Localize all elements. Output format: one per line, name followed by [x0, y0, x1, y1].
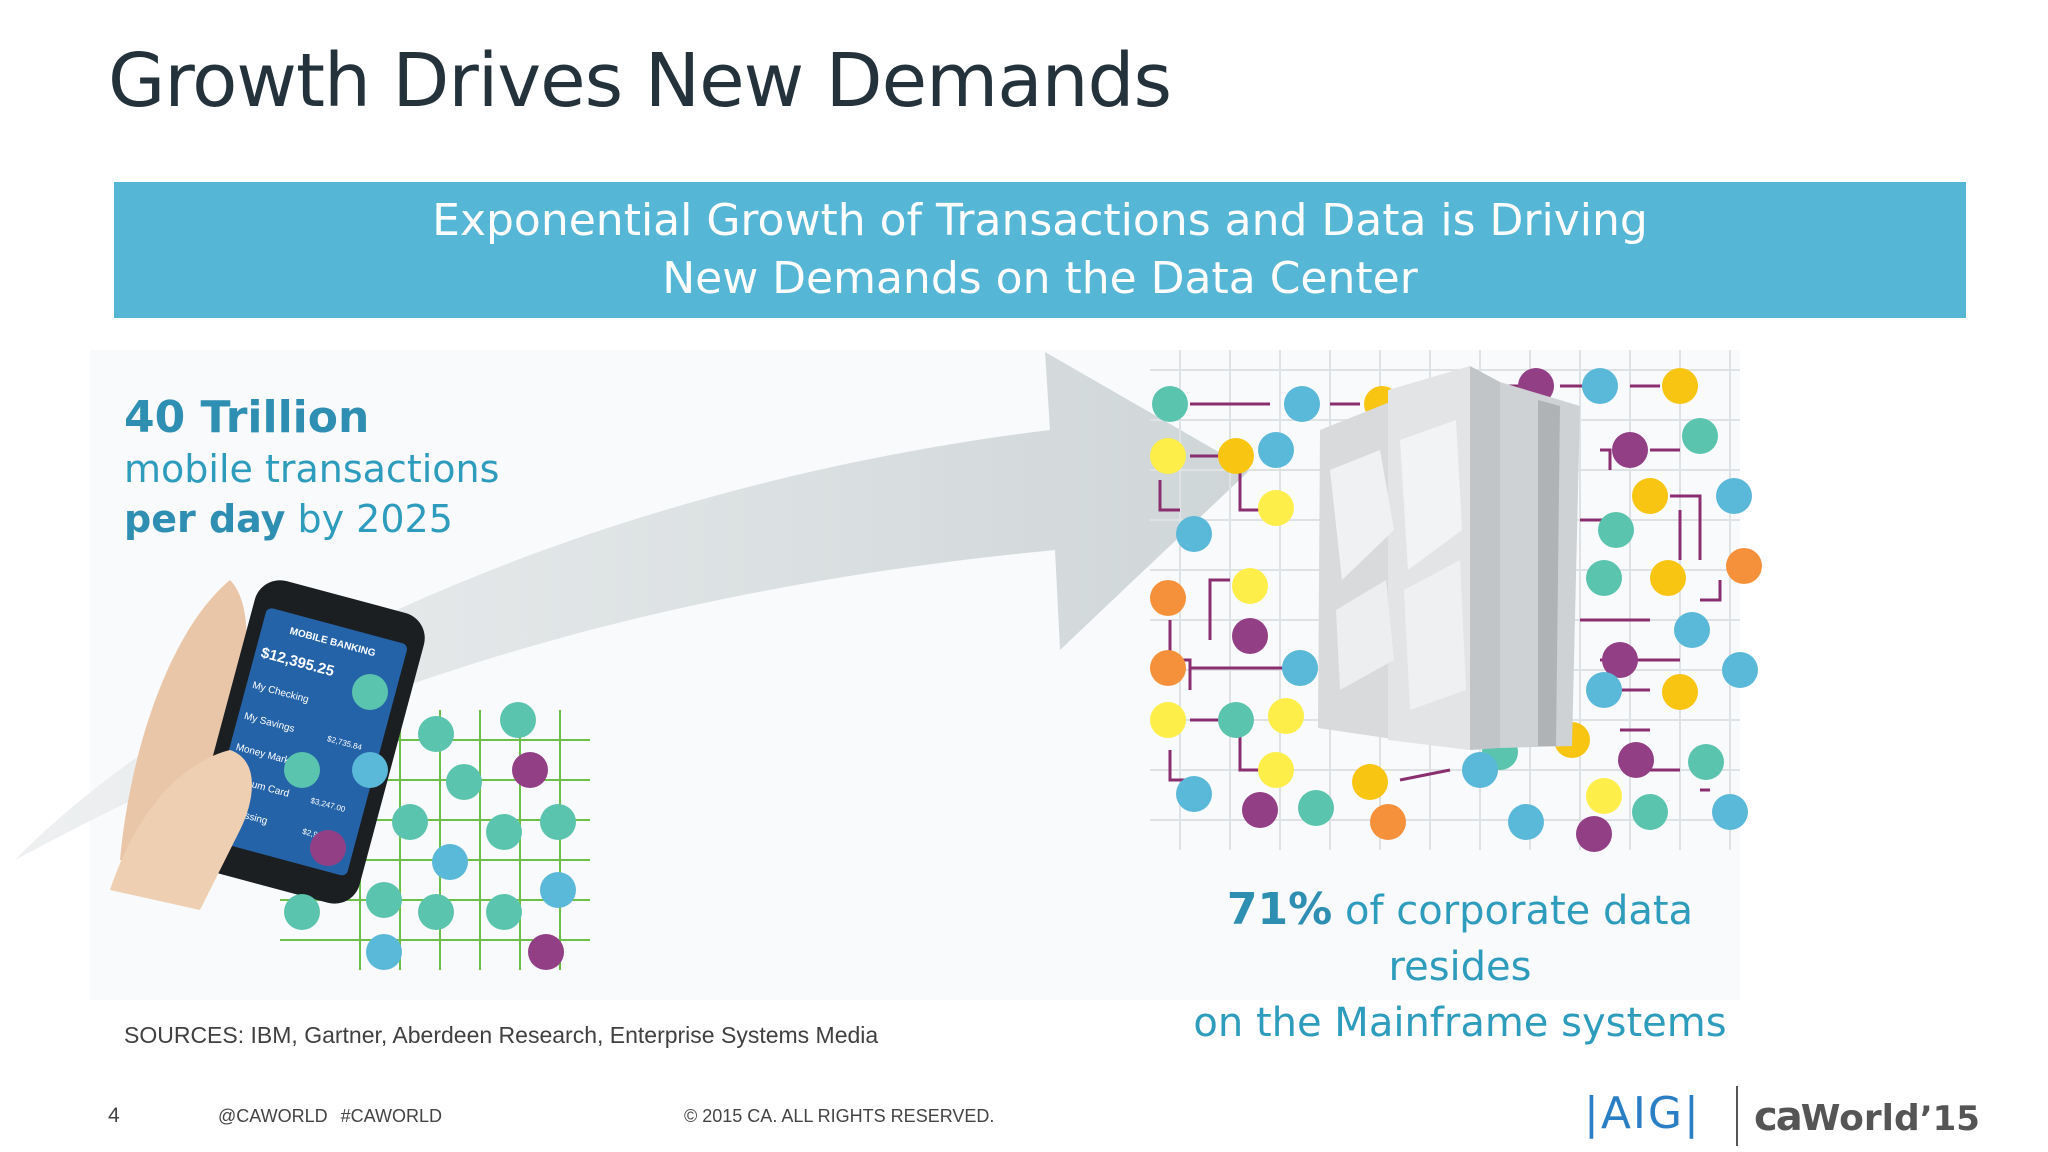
page-number: 4: [108, 1104, 120, 1127]
right-data-dots: [1150, 368, 1762, 852]
ca-world-logo: caWorld’15: [1754, 1094, 1980, 1140]
mobile-transactions-stat: 40 Trillion mobile transactions per day …: [124, 392, 499, 544]
banner-line-2: New Demands on the Data Center: [662, 253, 1418, 304]
stat-left-line3: per day by 2025: [124, 494, 499, 544]
stat-left-line2: mobile transactions: [124, 447, 500, 491]
social-handles: @CAWORLD #CAWORLD: [218, 1106, 442, 1126]
logo-divider: [1736, 1086, 1738, 1146]
stat-left-bold: per day: [124, 497, 286, 541]
banner-line-1: Exponential Growth of Transactions and D…: [432, 195, 1648, 246]
stat-right-line1: 71% of corporate data resides: [1150, 882, 1770, 995]
growth-arrow: [15, 352, 1250, 860]
slide-title: Growth Drives New Demands: [108, 38, 1172, 124]
stat-right-percent: 71%: [1226, 884, 1333, 935]
illustration: MOBILE BANKING $12,395.25 My Checking My…: [15, 350, 1762, 1000]
phone-illustration: MOBILE BANKING $12,395.25 My Checking My…: [110, 580, 425, 910]
aig-logo: |AIG|: [1584, 1088, 1701, 1139]
world-logo-text: World: [1800, 1098, 1920, 1139]
left-data-dots: [284, 674, 576, 970]
stat-right-line2: on the Mainframe systems: [1193, 1000, 1727, 1046]
mainframe-server: [1318, 366, 1580, 750]
headline-banner: Exponential Growth of Transactions and D…: [114, 182, 1966, 318]
copyright: © 2015 CA. ALL RIGHTS RESERVED.: [684, 1106, 995, 1126]
stat-right-line1-rest: of corporate data resides: [1332, 888, 1694, 990]
stat-left-number: 40 Trillion: [124, 392, 370, 443]
sources-note: SOURCES: IBM, Gartner, Aberdeen Research…: [124, 1022, 879, 1048]
stat-left-rest: by 2025: [285, 497, 453, 541]
mainframe-data-stat: 71% of corporate data resides on the Mai…: [1150, 882, 1770, 1051]
ca-logo-mark: ca: [1754, 1094, 1803, 1140]
logo-year: ’15: [1919, 1099, 1980, 1139]
